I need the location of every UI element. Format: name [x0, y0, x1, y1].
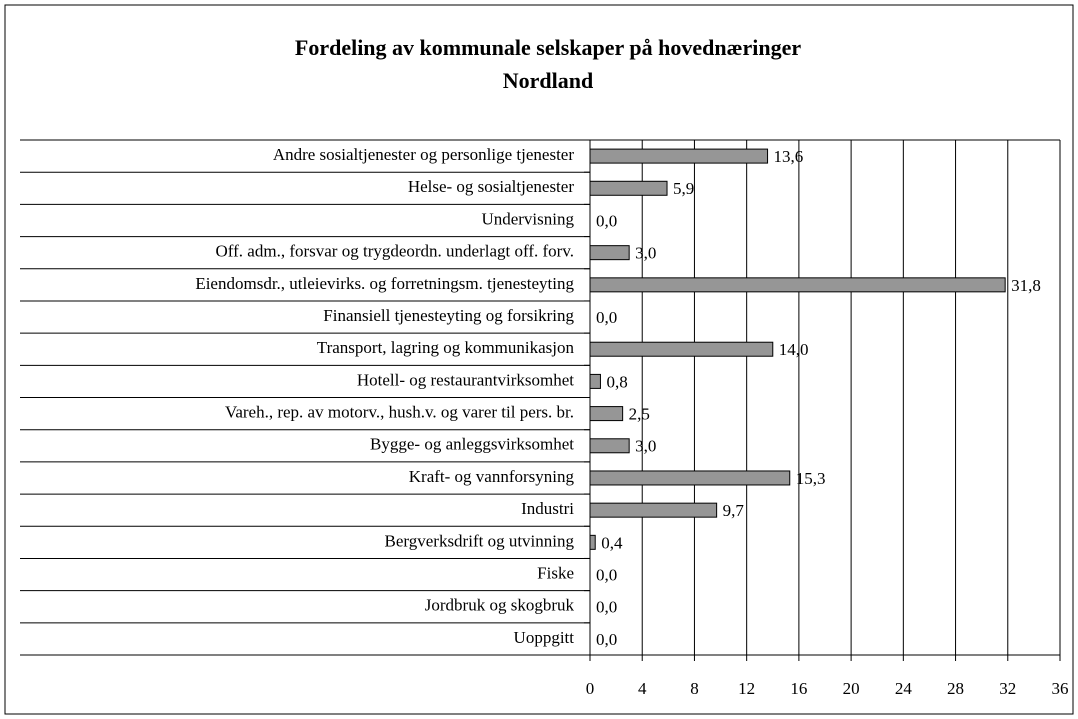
x-tick-label: 20 — [843, 679, 860, 698]
bar — [589, 438, 630, 454]
frame — [4, 4, 1074, 715]
x-tick-label: 8 — [690, 679, 699, 698]
data-label: 0,0 — [596, 565, 617, 584]
bar — [589, 148, 769, 164]
y-tick-label: Bergverksdrift og utvinning — [385, 531, 575, 550]
data-label: 9,7 — [723, 501, 745, 520]
bar — [589, 373, 601, 389]
bar — [589, 277, 1006, 293]
data-label: 15,3 — [796, 469, 826, 488]
data-label: 2,5 — [629, 405, 650, 424]
data-label: 0,0 — [596, 308, 617, 327]
x-tick-label: 24 — [895, 679, 913, 698]
x-tick-label: 28 — [947, 679, 964, 698]
data-label: 0,0 — [596, 630, 617, 649]
data-label: 0,0 — [596, 598, 617, 617]
data-label: 0,4 — [601, 533, 623, 552]
data-label: 14,0 — [779, 340, 809, 359]
bar — [589, 180, 668, 196]
y-tick-label: Transport, lagring og kommunikasjon — [317, 338, 575, 357]
x-tick-label: 12 — [738, 679, 755, 698]
bar — [589, 341, 774, 357]
data-label: 31,8 — [1011, 276, 1041, 295]
bar — [589, 406, 624, 422]
bar — [589, 470, 791, 486]
bar — [589, 534, 596, 550]
data-label: 13,6 — [774, 147, 804, 166]
data-label: 3,0 — [635, 244, 656, 263]
x-tick-label: 16 — [790, 679, 807, 698]
y-tick-label: Off. adm., forsvar og trygdeordn. underl… — [216, 242, 574, 261]
data-label: 0,0 — [596, 211, 617, 230]
y-tick-label: Eiendomsdr., utleievirks. og forretnings… — [195, 274, 574, 293]
y-tick-label: Undervisning — [481, 209, 574, 228]
y-tick-label: Bygge- og anleggsvirksomhet — [370, 435, 574, 454]
x-tick-label: 0 — [586, 679, 595, 698]
x-tick-label: 4 — [638, 679, 647, 698]
y-tick-label: Fiske — [537, 563, 574, 582]
bar — [589, 502, 718, 518]
data-label: 3,0 — [635, 437, 656, 456]
y-tick-label: Hotell- og restaurantvirksomhet — [357, 370, 574, 389]
chart-title: Nordland — [503, 68, 593, 93]
y-tick-label: Uoppgitt — [514, 628, 575, 647]
y-tick-label: Jordbruk og skogbruk — [425, 596, 575, 615]
y-tick-label: Industri — [521, 499, 574, 518]
x-tick-label: 36 — [1052, 679, 1069, 698]
y-tick-label: Kraft- og vannforsyning — [409, 467, 575, 486]
chart-title: Fordeling av kommunale selskaper på hove… — [295, 35, 801, 60]
y-tick-label: Helse- og sosialtjenester — [408, 177, 575, 196]
y-tick-label: Andre sosialtjenester og personlige tjen… — [273, 145, 575, 164]
x-tick-label: 32 — [999, 679, 1016, 698]
data-label: 5,9 — [673, 179, 694, 198]
bar — [589, 245, 630, 261]
y-tick-label: Finansiell tjenesteyting og forsikring — [323, 306, 574, 325]
y-tick-label: Vareh., rep. av motorv., hush.v. og vare… — [225, 403, 574, 422]
data-label: 0,8 — [606, 372, 627, 391]
